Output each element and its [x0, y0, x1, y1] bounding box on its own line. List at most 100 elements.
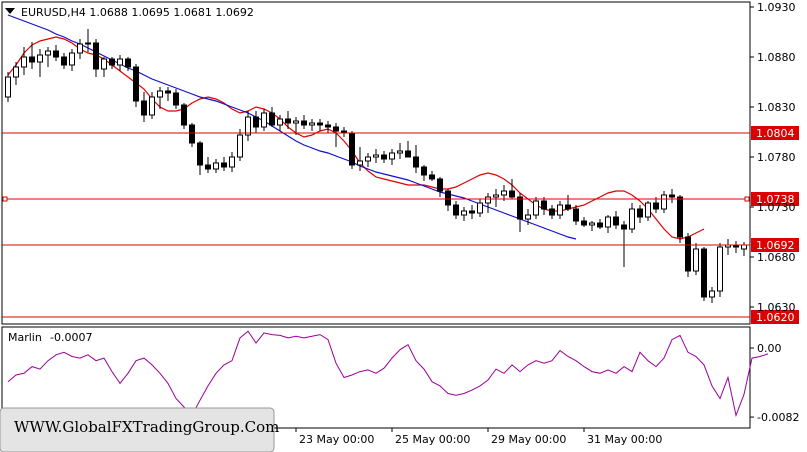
- level-price-tag: [751, 192, 799, 206]
- bear-candle: [133, 66, 139, 102]
- bear-candle: [61, 56, 67, 66]
- bear-candle: [325, 124, 331, 128]
- bear-candle: [93, 42, 99, 70]
- bear-candle: [685, 236, 691, 272]
- bear-candle: [669, 194, 675, 198]
- bull-candle: [389, 152, 395, 160]
- bull-candle: [45, 50, 51, 56]
- bear-candle: [181, 104, 187, 126]
- bull-candle: [157, 90, 163, 98]
- bull-candle: [709, 290, 715, 298]
- bear-candle: [421, 166, 427, 176]
- bull-candle: [261, 112, 267, 128]
- bear-candle: [141, 100, 147, 116]
- bear-candle: [405, 150, 411, 158]
- bull-candle: [525, 214, 531, 220]
- bull-candle: [461, 210, 467, 216]
- bull-candle: [589, 222, 595, 226]
- bear-candle: [189, 124, 195, 144]
- marlin-line: [7, 330, 769, 418]
- level-price-tag: [751, 310, 799, 324]
- bull-candle: [245, 116, 251, 136]
- bull-candle: [5, 76, 11, 98]
- indicator-name: Marlin: [8, 331, 42, 344]
- bull-candle: [373, 154, 379, 158]
- bull-candle: [629, 208, 635, 230]
- bull-candle: [741, 244, 747, 250]
- bear-candle: [253, 116, 259, 128]
- bear-candle: [621, 224, 627, 230]
- bull-candle: [477, 202, 483, 214]
- price-tick-label: 1.0930: [757, 1, 796, 14]
- bull-candle: [485, 196, 491, 204]
- bull-candle: [493, 194, 499, 198]
- bull-candle: [237, 134, 243, 158]
- marlin-indicator: 0.00 -0.0082: [7, 330, 799, 424]
- bear-candle: [333, 126, 339, 132]
- bear-candle: [613, 216, 619, 226]
- bear-candle: [173, 92, 179, 106]
- level-handle: [744, 196, 750, 202]
- bull-candle: [717, 246, 723, 292]
- bull-candle: [85, 42, 91, 45]
- bear-candle: [565, 204, 571, 210]
- level-price-label: 1.0804: [756, 127, 795, 140]
- bear-candle: [53, 50, 59, 58]
- level-price-label: 1.0692: [756, 239, 795, 252]
- indicator-tick-label: 0.00: [757, 342, 782, 355]
- bear-candle: [197, 142, 203, 166]
- bear-candle: [549, 208, 555, 216]
- bear-candle: [597, 222, 603, 228]
- bull-candle: [117, 58, 123, 66]
- bear-candle: [429, 174, 435, 180]
- bear-candle: [165, 90, 171, 94]
- bull-candle: [605, 216, 611, 228]
- bull-candle: [101, 58, 107, 70]
- time-axis: 23 May 00:00 25 May 00:00 29 May 00:00 31 M…: [295, 428, 662, 446]
- price-tick-label: 1.0680: [757, 251, 796, 264]
- bull-candle: [397, 150, 403, 154]
- time-tick-label: 23 May 00:00: [299, 433, 374, 446]
- bear-candle: [653, 202, 659, 210]
- price-axis: 1.09301.08801.08301.07801.07301.06801.06…: [750, 1, 796, 314]
- bull-candle: [501, 190, 507, 196]
- bull-candle: [69, 52, 75, 66]
- candles: [5, 29, 747, 303]
- bull-candle: [365, 156, 371, 162]
- red-moving-average: [7, 36, 705, 240]
- bear-candle: [317, 122, 323, 126]
- time-tick-label: 29 May 00:00: [491, 433, 566, 446]
- bull-candle: [77, 43, 83, 54]
- bear-candle: [29, 56, 35, 63]
- level-price-tag: [751, 238, 799, 252]
- time-tick-label: 25 May 00:00: [395, 433, 470, 446]
- bear-candle: [581, 220, 587, 226]
- bull-candle: [309, 122, 315, 126]
- bull-candle: [229, 156, 235, 168]
- bear-candle: [637, 208, 643, 218]
- bull-candle: [661, 194, 667, 210]
- bear-candle: [469, 210, 475, 214]
- indicator-tick-label: -0.0082: [757, 411, 799, 424]
- time-tick-label: 31 May 00:00: [587, 433, 662, 446]
- level-price-label: 1.0620: [756, 311, 795, 324]
- level-handle: [2, 196, 8, 202]
- bull-candle: [533, 200, 539, 216]
- bull-candle: [37, 54, 43, 63]
- price-tick-label: 1.0730: [757, 201, 796, 214]
- bear-candle: [677, 196, 683, 238]
- bull-candle: [557, 204, 563, 216]
- bull-candle: [21, 56, 27, 68]
- price-tick-label: 1.0830: [757, 101, 796, 114]
- bear-candle: [269, 112, 275, 126]
- dropdown-arrow-icon[interactable]: [5, 8, 15, 14]
- bull-candle: [13, 66, 19, 78]
- bull-candle: [213, 162, 219, 170]
- bear-candle: [541, 200, 547, 210]
- bear-candle: [445, 190, 451, 206]
- bull-candle: [277, 118, 283, 126]
- bear-candle: [125, 58, 131, 68]
- bear-candle: [109, 58, 115, 66]
- bear-candle: [573, 208, 579, 222]
